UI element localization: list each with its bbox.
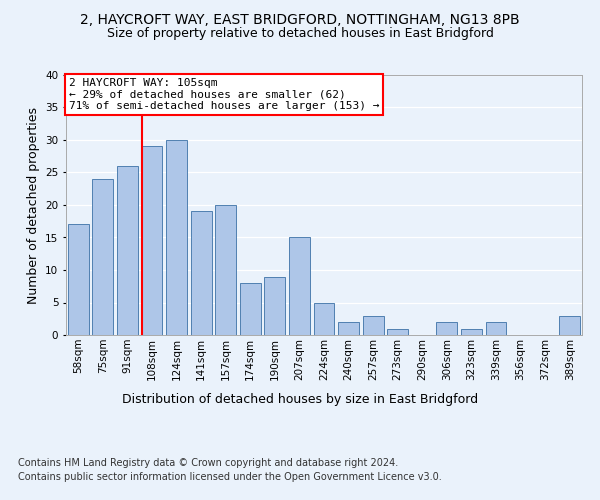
Text: Contains public sector information licensed under the Open Government Licence v3: Contains public sector information licen…: [18, 472, 442, 482]
Bar: [92, 179, 113, 335]
Bar: [485, 322, 506, 335]
Bar: [240, 283, 261, 335]
Bar: [142, 146, 163, 335]
Text: Distribution of detached houses by size in East Bridgford: Distribution of detached houses by size …: [122, 392, 478, 406]
Text: Contains HM Land Registry data © Crown copyright and database right 2024.: Contains HM Land Registry data © Crown c…: [18, 458, 398, 468]
Bar: [215, 205, 236, 335]
Bar: [265, 276, 286, 335]
Bar: [338, 322, 359, 335]
Text: 2 HAYCROFT WAY: 105sqm
← 29% of detached houses are smaller (62)
71% of semi-det: 2 HAYCROFT WAY: 105sqm ← 29% of detached…: [68, 78, 379, 111]
Text: Size of property relative to detached houses in East Bridgford: Size of property relative to detached ho…: [107, 28, 493, 40]
Bar: [461, 328, 482, 335]
Bar: [436, 322, 457, 335]
Bar: [68, 224, 89, 335]
Bar: [166, 140, 187, 335]
Bar: [314, 302, 334, 335]
Bar: [117, 166, 138, 335]
Text: 2, HAYCROFT WAY, EAST BRIDGFORD, NOTTINGHAM, NG13 8PB: 2, HAYCROFT WAY, EAST BRIDGFORD, NOTTING…: [80, 12, 520, 26]
Bar: [387, 328, 408, 335]
Y-axis label: Number of detached properties: Number of detached properties: [26, 106, 40, 304]
Bar: [191, 212, 212, 335]
Bar: [289, 238, 310, 335]
Bar: [559, 316, 580, 335]
Bar: [362, 316, 383, 335]
